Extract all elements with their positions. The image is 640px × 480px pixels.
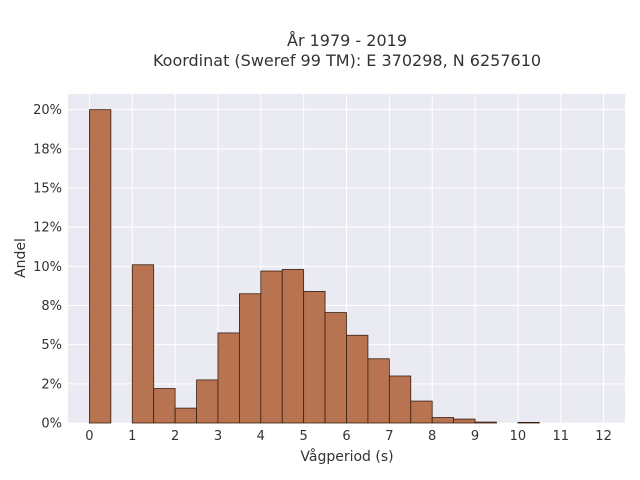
histogram-bar (324, 312, 347, 424)
x-tick-label: 7 (385, 429, 393, 444)
histogram-bar (238, 293, 262, 424)
x-tick-label: 8 (428, 429, 436, 444)
histogram-bar (281, 269, 305, 424)
histogram-bar (346, 334, 369, 424)
y-axis-label: Andel (13, 238, 29, 278)
x-tick-label: 10 (510, 429, 527, 444)
x-tick-label: 6 (342, 429, 350, 444)
y-tick-label: 18% (33, 142, 62, 157)
y-tick-label: 12% (33, 221, 62, 236)
y-tick-label: 20% (33, 103, 62, 118)
x-tick-label: 4 (257, 429, 265, 444)
x-tick-label: 5 (300, 429, 308, 444)
histogram-bar (89, 109, 112, 424)
chart-title-line-2: Koordinat (Sweref 99 TM): E 370298, N 62… (153, 51, 541, 70)
x-axis-label: Vågperiod (s) (300, 448, 393, 465)
histogram-bar (474, 421, 497, 424)
histogram-bar (410, 400, 433, 424)
histogram-bar (217, 332, 240, 424)
histogram-bar (453, 418, 476, 424)
y-tick-label: 10% (33, 260, 62, 275)
histogram-bar (303, 290, 326, 424)
chart-title-line-1: År 1979 - 2019 (287, 31, 407, 50)
x-tick-label: 2 (171, 429, 179, 444)
histogram-bar (517, 421, 540, 424)
y-tick-label: 5% (41, 338, 62, 353)
x-tick-label: 9 (471, 429, 479, 444)
histogram-bar (131, 264, 155, 424)
histogram-bar (431, 417, 455, 424)
x-axis-ticks: 0 1 2 3 4 5 6 7 8 9 10 11 12 (85, 429, 612, 444)
histogram-bar (388, 375, 412, 424)
x-tick-label: 0 (85, 429, 93, 444)
x-tick-label: 11 (552, 429, 569, 444)
y-axis-ticks: 0% 2% 5% 8% 10% 12% 15% 18% 20% (33, 103, 62, 431)
histogram-bar (153, 388, 176, 424)
y-tick-label: 0% (41, 417, 62, 432)
histogram-bar (260, 270, 283, 424)
x-tick-label: 12 (595, 429, 612, 444)
histogram-bar (367, 358, 390, 424)
y-tick-label: 8% (41, 299, 62, 314)
x-tick-label: 3 (214, 429, 222, 444)
bars (89, 109, 540, 424)
y-tick-label: 2% (41, 377, 62, 392)
histogram-bar (174, 407, 197, 424)
x-tick-label: 1 (128, 429, 136, 444)
y-tick-label: 15% (33, 182, 62, 197)
histogram-bar (196, 379, 219, 424)
